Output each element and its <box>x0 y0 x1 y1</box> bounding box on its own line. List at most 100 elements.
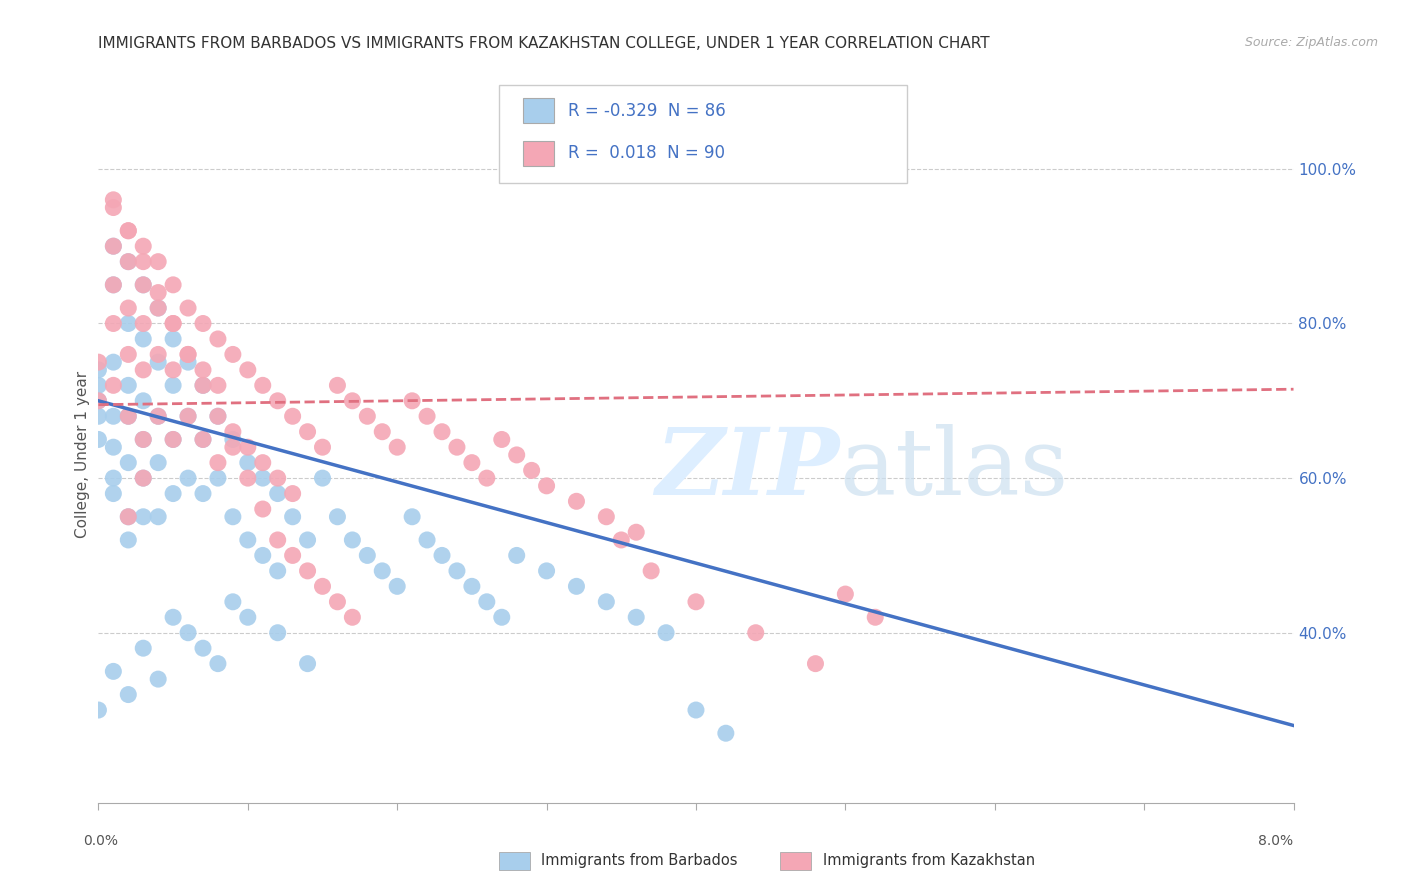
Point <box>401 393 423 408</box>
Point <box>222 347 245 361</box>
Point <box>148 355 170 369</box>
Point <box>117 224 139 238</box>
Point <box>401 509 423 524</box>
Point <box>267 564 290 578</box>
Point <box>267 486 290 500</box>
Point <box>117 533 139 547</box>
Point <box>103 409 125 424</box>
Point <box>177 355 200 369</box>
Point <box>132 277 155 292</box>
Point <box>222 440 245 454</box>
Text: 0.0%: 0.0% <box>83 834 118 847</box>
Point <box>191 317 214 331</box>
Point <box>416 533 439 547</box>
Point <box>475 471 498 485</box>
Point <box>132 433 155 447</box>
Point <box>207 409 229 424</box>
Point <box>87 393 110 408</box>
Text: R = -0.329  N = 86: R = -0.329 N = 86 <box>568 102 725 120</box>
Point <box>281 549 304 563</box>
Point <box>356 409 378 424</box>
Point <box>536 564 558 578</box>
Point <box>103 201 125 215</box>
Point <box>685 595 707 609</box>
Point <box>132 363 155 377</box>
Point <box>297 425 319 439</box>
Text: atlas: atlas <box>839 424 1069 514</box>
Point <box>103 486 125 500</box>
Point <box>311 579 333 593</box>
Point <box>117 378 139 392</box>
Point <box>162 378 184 392</box>
Point <box>132 277 155 292</box>
Point <box>236 363 259 377</box>
Point <box>162 433 184 447</box>
Point <box>162 317 184 331</box>
Point <box>685 703 707 717</box>
Point <box>207 409 229 424</box>
Point <box>132 393 155 408</box>
Point <box>103 440 125 454</box>
Point <box>117 509 139 524</box>
Point <box>222 509 245 524</box>
Point <box>103 378 125 392</box>
Point <box>191 433 214 447</box>
Point <box>148 456 170 470</box>
Point <box>655 625 678 640</box>
Point <box>281 509 304 524</box>
Point <box>745 625 768 640</box>
Point <box>446 440 468 454</box>
Point <box>865 610 887 624</box>
Point <box>103 277 125 292</box>
Point <box>595 509 617 524</box>
Point <box>87 355 110 369</box>
Point <box>385 440 409 454</box>
Point <box>207 332 229 346</box>
Point <box>117 409 139 424</box>
Point <box>117 509 139 524</box>
Point <box>640 564 662 578</box>
Point <box>267 533 290 547</box>
Point <box>311 440 333 454</box>
Point <box>252 378 274 392</box>
Point <box>191 433 214 447</box>
Point <box>117 254 139 268</box>
Point <box>87 409 110 424</box>
Point <box>132 239 155 253</box>
Point <box>297 564 319 578</box>
Point <box>132 433 155 447</box>
Point <box>834 587 856 601</box>
Point <box>132 471 155 485</box>
Point <box>371 564 394 578</box>
Point <box>281 486 304 500</box>
Point <box>148 301 170 315</box>
Point <box>252 456 274 470</box>
Point <box>236 440 259 454</box>
Point <box>162 317 184 331</box>
Point <box>87 433 110 447</box>
Point <box>191 641 214 656</box>
Point <box>162 363 184 377</box>
Point <box>117 317 139 331</box>
Point <box>148 254 170 268</box>
Point <box>326 509 349 524</box>
Point <box>117 409 139 424</box>
Point <box>461 579 484 593</box>
Point <box>87 703 110 717</box>
Text: Immigrants from Barbados: Immigrants from Barbados <box>541 854 738 868</box>
Point <box>148 347 170 361</box>
Point <box>804 657 827 671</box>
Point <box>162 332 184 346</box>
Point <box>191 378 214 392</box>
Point <box>222 595 245 609</box>
Point <box>177 471 200 485</box>
Point <box>87 363 110 377</box>
Point <box>281 409 304 424</box>
Point <box>177 409 200 424</box>
Point <box>162 277 184 292</box>
Point <box>162 433 184 447</box>
Point <box>565 579 588 593</box>
Point <box>252 549 274 563</box>
Point <box>506 549 529 563</box>
Point <box>267 625 290 640</box>
